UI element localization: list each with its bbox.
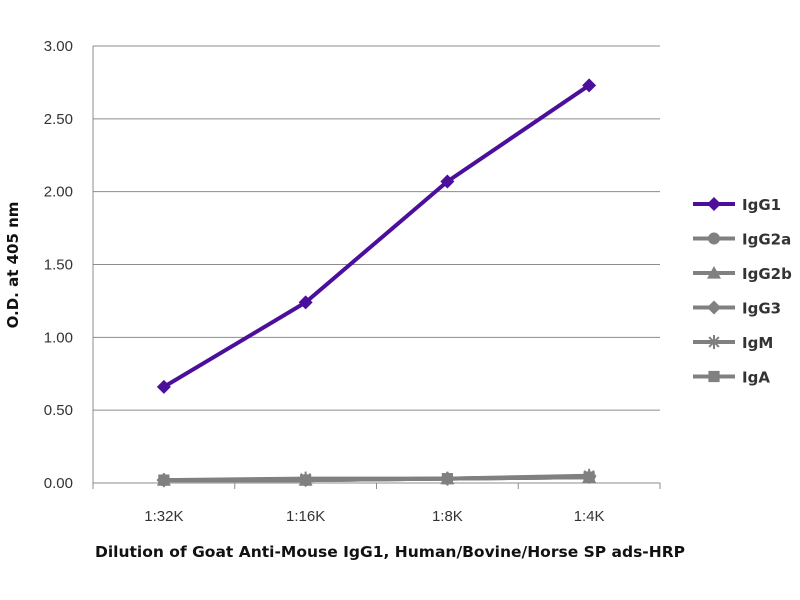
legend-label: IgG2a — [742, 231, 791, 249]
legend-marker — [707, 300, 721, 315]
legend-label: IgM — [742, 334, 773, 352]
y-tick-labels: 0.00 0.50 1.00 1.50 2.00 2.50 3.00 — [44, 38, 73, 492]
y-tick-label: 3.00 — [44, 38, 73, 55]
y-tick-label: 0.00 — [44, 475, 73, 492]
data-point — [583, 471, 595, 483]
series-line — [163, 475, 590, 483]
legend-marker — [708, 370, 720, 383]
series-lines — [156, 78, 597, 488]
legend-label: IgA — [742, 369, 770, 387]
gridlines — [92, 45, 661, 489]
y-tick-label: 0.50 — [44, 402, 73, 419]
series-iga — [158, 471, 595, 486]
legend-item-igg2a: IgG2a — [693, 231, 791, 249]
y-tick-label: 1.50 — [44, 257, 73, 274]
x-tick-labels: 1:32K 1:16K 1:8K 1:4K — [144, 508, 604, 525]
x-tick-label: 1:32K — [144, 508, 183, 525]
y-tick-label: 1.00 — [44, 329, 73, 346]
legend-item-igg3: IgG3 — [693, 300, 781, 318]
legend-label: IgG3 — [742, 300, 781, 318]
legend-label: IgG1 — [742, 196, 781, 214]
series-igg1 — [156, 78, 597, 394]
x-tick-label: 1:8K — [432, 508, 463, 525]
legend: IgG1 IgG2a IgG2b IgG3 IgM IgA — [693, 196, 792, 387]
data-point — [440, 174, 455, 189]
legend-item-igm: IgM — [693, 334, 773, 352]
series-line — [162, 83, 591, 389]
legend-item-igg2b: IgG2b — [693, 265, 792, 283]
legend-marker — [707, 266, 721, 279]
legend-item-igg1: IgG1 — [693, 196, 781, 214]
y-tick-label: 2.50 — [44, 111, 73, 128]
data-point — [300, 474, 312, 486]
x-tick-label: 1:4K — [574, 508, 605, 525]
legend-marker — [708, 232, 720, 245]
data-point — [158, 474, 170, 486]
data-point — [441, 473, 453, 485]
y-axis-label: O.D. at 405 nm — [4, 202, 22, 329]
y-tick-label: 2.00 — [44, 184, 73, 201]
legend-label: IgG2b — [742, 265, 792, 283]
x-tick-label: 1:16K — [286, 508, 325, 525]
x-axis-label: Dilution of Goat Anti-Mouse IgG1, Human/… — [95, 543, 685, 561]
legend-marker — [707, 197, 721, 211]
legend-marker — [707, 335, 721, 349]
data-point — [156, 379, 171, 394]
data-point — [582, 78, 597, 93]
legend-item-iga: IgA — [693, 369, 770, 387]
data-point — [298, 295, 313, 310]
